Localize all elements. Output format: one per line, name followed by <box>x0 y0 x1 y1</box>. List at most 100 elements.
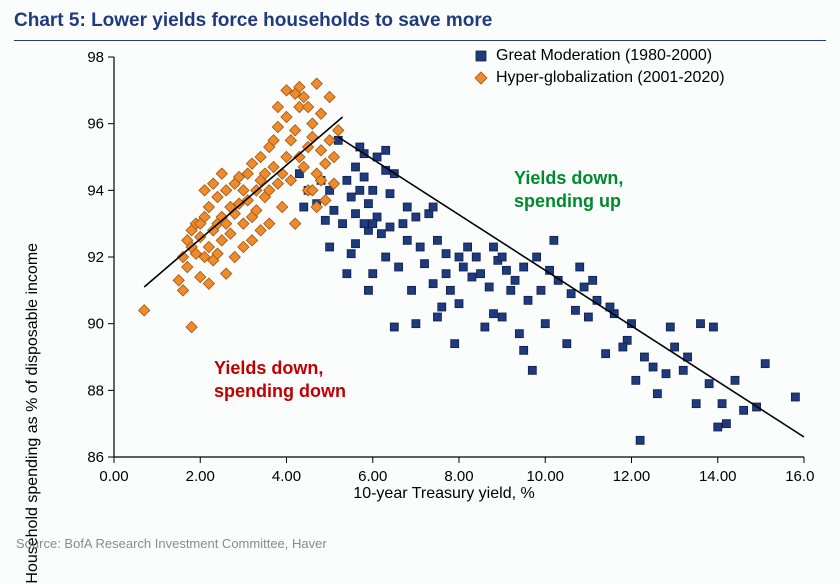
data-point <box>246 235 257 246</box>
data-point <box>255 225 266 236</box>
data-point <box>442 270 450 278</box>
data-point <box>272 178 283 189</box>
data-point <box>139 305 150 316</box>
data-point <box>203 201 214 212</box>
data-point <box>300 203 308 211</box>
x-tick-label: 10.00 <box>526 468 564 485</box>
x-axis-label: 10-year Treasury yield, % <box>74 485 814 503</box>
data-point <box>705 380 713 388</box>
data-point <box>173 275 184 286</box>
data-point <box>216 235 227 246</box>
data-point <box>408 286 416 294</box>
data-point <box>186 321 197 332</box>
chart-annotation: Yields down,spending down <box>214 357 346 402</box>
y-tick-label: 90 <box>87 316 104 333</box>
data-point <box>662 370 670 378</box>
data-point <box>399 220 407 228</box>
data-point <box>246 158 257 169</box>
data-point <box>320 158 331 169</box>
data-point <box>511 276 519 284</box>
legend-item: Hyper-globalization (2001-2020) <box>474 69 725 87</box>
plot-area: Household spending as % of disposable in… <box>74 47 814 507</box>
x-tick-label: 8.00 <box>444 468 473 485</box>
data-point <box>221 268 232 279</box>
data-point <box>221 185 232 196</box>
data-point <box>311 78 322 89</box>
data-point <box>502 266 510 274</box>
x-tick-label: 2.00 <box>186 468 215 485</box>
data-point <box>761 360 769 368</box>
data-point <box>791 393 799 401</box>
data-point <box>477 270 485 278</box>
data-point <box>360 173 368 181</box>
data-point <box>382 253 390 261</box>
data-point <box>216 168 227 179</box>
y-tick-label: 98 <box>87 49 104 66</box>
data-point <box>412 320 420 328</box>
chart-annotation: Yields down,spending up <box>514 167 623 212</box>
scatter-chart: 0.002.004.006.008.0010.0012.0014.0016.00… <box>74 47 814 507</box>
data-point <box>225 228 236 239</box>
data-point <box>472 253 480 261</box>
data-point <box>343 176 351 184</box>
data-point <box>541 320 549 328</box>
data-point <box>390 323 398 331</box>
data-point <box>356 186 364 194</box>
data-point <box>653 390 661 398</box>
data-point <box>208 178 219 189</box>
data-point <box>199 185 210 196</box>
data-point <box>281 111 292 122</box>
data-point <box>666 323 674 331</box>
data-point <box>347 193 355 201</box>
data-point <box>272 101 283 112</box>
data-point <box>442 250 450 258</box>
data-point <box>515 330 523 338</box>
data-point <box>485 283 493 291</box>
data-point <box>268 161 279 172</box>
y-tick-label: 86 <box>87 449 104 466</box>
data-point <box>468 273 476 281</box>
data-point <box>455 300 463 308</box>
data-point <box>315 145 326 156</box>
data-point <box>328 151 339 162</box>
data-point <box>459 263 467 271</box>
data-point <box>364 200 372 208</box>
data-point <box>369 186 377 194</box>
x-tick-label: 16.00 <box>785 468 814 485</box>
y-tick-label: 88 <box>87 382 104 399</box>
data-point <box>498 253 506 261</box>
data-point <box>238 185 249 196</box>
y-axis-label: Household spending as % of disposable in… <box>24 243 42 584</box>
data-point <box>671 343 679 351</box>
data-point <box>722 420 730 428</box>
data-point <box>326 243 334 251</box>
x-tick-label: 4.00 <box>272 468 301 485</box>
data-point <box>567 290 575 298</box>
data-point <box>343 270 351 278</box>
data-point <box>697 320 705 328</box>
data-point <box>195 271 206 282</box>
data-point <box>416 243 424 251</box>
data-point <box>412 213 420 221</box>
data-point <box>507 286 515 294</box>
data-point <box>709 323 717 331</box>
data-point <box>403 236 411 244</box>
data-point <box>520 346 528 354</box>
data-point <box>433 236 441 244</box>
data-point <box>339 220 347 228</box>
data-point <box>464 243 472 251</box>
data-point <box>177 285 188 296</box>
data-point <box>290 218 301 229</box>
data-point <box>636 436 644 444</box>
data-point <box>589 276 597 284</box>
data-point <box>195 231 206 242</box>
data-point <box>330 206 338 214</box>
x-tick-label: 12.00 <box>613 468 651 485</box>
data-point <box>481 323 489 331</box>
chart-source: Source: BofA Research Investment Committ… <box>16 536 327 551</box>
data-point <box>302 101 313 112</box>
data-point <box>433 313 441 321</box>
data-point <box>352 163 360 171</box>
data-point <box>277 201 288 212</box>
data-point <box>255 151 266 162</box>
